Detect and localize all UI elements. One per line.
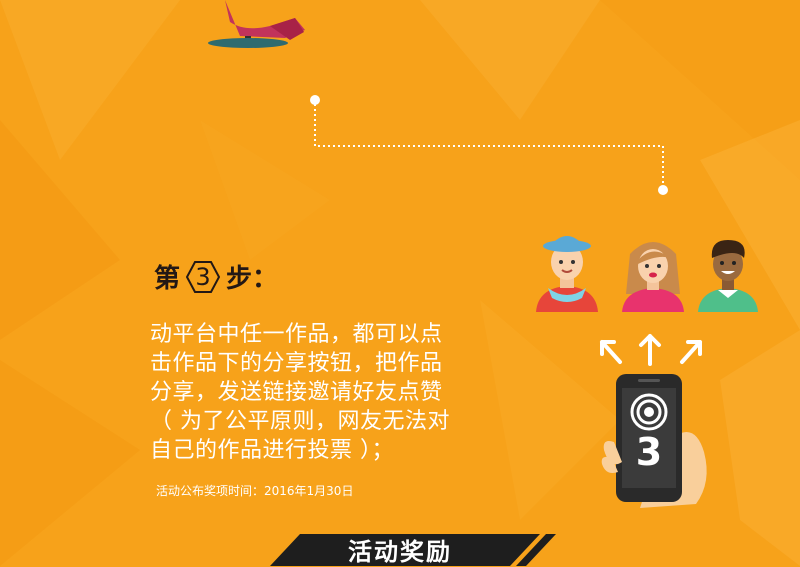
description-line: 分享，发送链接邀请好友点赞 xyxy=(150,380,443,405)
friend-hat-icon xyxy=(536,236,598,312)
description-line: （ 为了公平原则，网友无法对 xyxy=(150,409,450,434)
step-number: 3 xyxy=(195,262,211,291)
step-prefix: 第 xyxy=(154,264,181,294)
share-arrow-icon xyxy=(600,334,702,366)
friend-boy-icon xyxy=(698,240,758,312)
step-title: 第 3 步： xyxy=(154,258,278,295)
description-line: 自己的作品进行投票 ）； xyxy=(150,438,394,463)
description-line: 击作品下的分享按钮，把作品 xyxy=(150,351,443,376)
chair-icon xyxy=(208,0,305,48)
step-description: 动平台中任一作品，都可以点 击作品下的分享按钮，把作品 分享，发送链接邀请好友点… xyxy=(150,320,480,465)
dotted-connector xyxy=(310,95,668,195)
step-suffix: 步： xyxy=(226,264,279,294)
description-line: 动平台中任一作品，都可以点 xyxy=(150,322,443,347)
friend-girl-icon xyxy=(622,242,684,312)
reward-banner-shape xyxy=(270,534,556,566)
phone-step-number: 3 xyxy=(635,430,663,474)
reward-banner-title: 活动奖励 xyxy=(348,538,452,566)
step-number-badge: 3 xyxy=(186,260,221,294)
phone-hand-icon xyxy=(601,374,707,508)
award-announcement-note: 活动公布奖项时间：2016年1月30日 xyxy=(156,484,354,498)
